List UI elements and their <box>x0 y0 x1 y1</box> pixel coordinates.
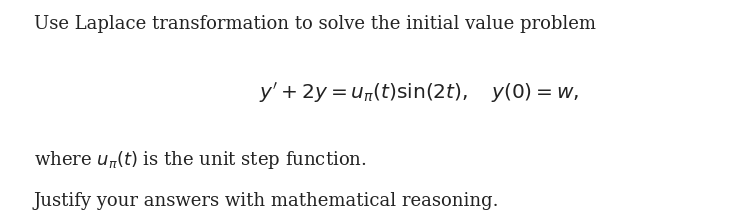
Text: Use Laplace transformation to solve the initial value problem: Use Laplace transformation to solve the … <box>34 15 595 33</box>
Text: $y' + 2y = u_{\pi}(t)\sin(2t), \quad y(0) = w,$: $y' + 2y = u_{\pi}(t)\sin(2t), \quad y(0… <box>259 81 579 105</box>
Text: Justify your answers with mathematical reasoning.: Justify your answers with mathematical r… <box>34 192 499 210</box>
Text: where $u_{\pi}(t)$ is the unit step function.: where $u_{\pi}(t)$ is the unit step func… <box>34 149 367 171</box>
